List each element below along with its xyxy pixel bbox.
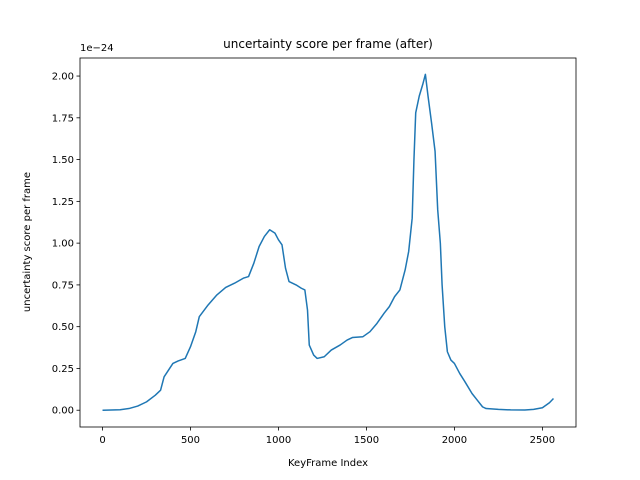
y-tick-label: 2.00 [52,72,74,83]
y-axis-label: uncertainty score per frame [22,172,33,312]
y-tick-label: 1.75 [52,113,74,124]
x-tick-label: 500 [181,435,200,446]
data-line [102,73,555,411]
x-tick-label: 2000 [442,435,467,446]
y-tick-label: 1.25 [52,197,74,208]
x-tick-label: 0 [99,435,105,446]
chart-title: uncertainty score per frame (after) [223,37,433,51]
y-tick-label: 0.00 [52,406,74,417]
x-tick-label: 2500 [530,435,555,446]
y-offset-label: 1e−24 [80,43,114,54]
x-tick-label: 1000 [266,435,291,446]
y-tick-label: 0.75 [52,280,74,291]
x-axis-label: KeyFrame Index [288,458,368,469]
y-tick-label: 1.50 [52,155,74,166]
x-tick-label: 1500 [354,435,379,446]
y-tick-label: 0.50 [52,322,74,333]
y-tick-label: 0.25 [52,364,74,375]
y-tick-label: 1.00 [52,239,74,250]
axes-frame [79,57,577,428]
